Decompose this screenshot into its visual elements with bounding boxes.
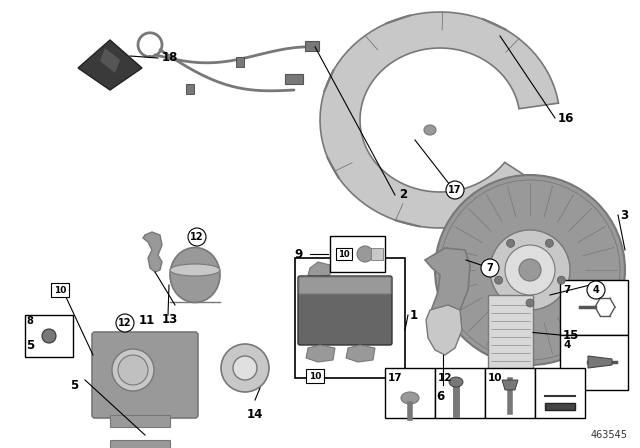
Polygon shape (100, 48, 120, 73)
Text: 7: 7 (563, 285, 570, 295)
Text: 3: 3 (620, 208, 628, 221)
FancyBboxPatch shape (92, 332, 198, 418)
Ellipse shape (118, 355, 148, 385)
Ellipse shape (490, 230, 570, 310)
Text: 11: 11 (139, 314, 155, 327)
Ellipse shape (449, 377, 463, 387)
Bar (25, 315, 73, 357)
Ellipse shape (557, 276, 565, 284)
Circle shape (481, 259, 499, 277)
Text: 5: 5 (70, 379, 78, 392)
Circle shape (116, 314, 134, 332)
Bar (285, 74, 303, 84)
Text: 18: 18 (162, 51, 179, 64)
Text: 1: 1 (410, 309, 418, 322)
Polygon shape (78, 40, 142, 90)
Polygon shape (308, 262, 330, 278)
Polygon shape (320, 12, 559, 228)
Ellipse shape (357, 246, 373, 262)
Bar (371, 248, 383, 260)
FancyBboxPatch shape (299, 277, 391, 294)
Ellipse shape (507, 239, 515, 247)
Ellipse shape (545, 239, 554, 247)
Text: 6: 6 (436, 390, 444, 403)
Polygon shape (425, 248, 470, 348)
Polygon shape (426, 305, 462, 355)
Ellipse shape (401, 392, 419, 404)
Bar (485, 368, 535, 418)
Bar (51, 283, 69, 297)
Text: 4: 4 (593, 285, 600, 295)
Bar (186, 84, 194, 94)
Text: 10: 10 (488, 373, 502, 383)
Bar (306, 369, 324, 383)
Ellipse shape (112, 349, 154, 391)
Ellipse shape (495, 276, 502, 284)
Text: 10: 10 (309, 371, 321, 380)
Bar (535, 368, 585, 418)
Circle shape (587, 281, 605, 299)
Bar (435, 368, 485, 418)
Text: 14: 14 (247, 408, 263, 421)
Ellipse shape (424, 125, 436, 135)
Text: 2: 2 (399, 188, 407, 201)
Ellipse shape (505, 245, 555, 295)
Text: 15: 15 (563, 328, 579, 341)
Ellipse shape (221, 344, 269, 392)
Bar (236, 57, 244, 67)
Ellipse shape (435, 175, 625, 365)
Polygon shape (143, 232, 162, 272)
Text: 12: 12 (190, 232, 204, 242)
Text: 13: 13 (162, 313, 178, 326)
Polygon shape (588, 356, 612, 368)
Bar (110, 440, 170, 448)
Text: 7: 7 (486, 263, 493, 273)
Ellipse shape (170, 247, 220, 302)
Bar (330, 236, 385, 272)
Ellipse shape (519, 259, 541, 281)
Ellipse shape (42, 329, 56, 343)
Text: 5: 5 (26, 339, 35, 352)
Polygon shape (306, 345, 335, 362)
Text: 12: 12 (438, 373, 452, 383)
Bar (295, 258, 405, 378)
Polygon shape (502, 380, 518, 390)
Text: 10: 10 (54, 285, 66, 294)
Bar (110, 415, 170, 427)
Bar (385, 368, 435, 418)
Ellipse shape (170, 264, 220, 276)
Bar (488, 295, 533, 370)
Text: 17: 17 (388, 373, 403, 383)
Text: 16: 16 (558, 112, 574, 125)
Circle shape (446, 181, 464, 199)
Text: 12: 12 (118, 318, 132, 328)
Text: 9: 9 (295, 247, 303, 260)
Bar (305, 41, 319, 51)
Circle shape (188, 228, 206, 246)
FancyBboxPatch shape (298, 276, 392, 345)
Text: 463545: 463545 (591, 430, 628, 440)
Text: 10: 10 (338, 250, 350, 258)
Text: 4: 4 (563, 340, 570, 350)
Ellipse shape (233, 356, 257, 380)
Polygon shape (346, 345, 375, 362)
Polygon shape (545, 403, 575, 410)
Bar (560, 280, 628, 335)
Text: 17: 17 (448, 185, 461, 195)
Ellipse shape (526, 299, 534, 307)
Bar (336, 248, 352, 260)
Text: 8: 8 (26, 316, 33, 326)
Bar (560, 335, 628, 390)
